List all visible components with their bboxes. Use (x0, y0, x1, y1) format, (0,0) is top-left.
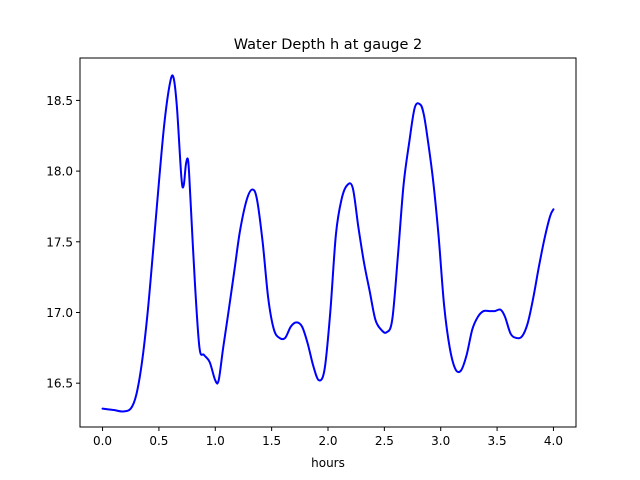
chart-title: Water Depth h at gauge 2 (234, 37, 422, 53)
y-tick-label: 18.0 (46, 165, 73, 179)
series-line-0 (101, 74, 555, 413)
axes-frame (79, 57, 577, 428)
y-tick-label: 17.0 (46, 306, 73, 320)
x-tick-label: 3.5 (488, 434, 507, 448)
y-tick-label: 17.5 (46, 235, 73, 249)
x-tick-label: 1.0 (206, 434, 225, 448)
x-axis-label: hours (311, 456, 345, 470)
x-tick-label: 4.0 (544, 434, 563, 448)
plot-area (101, 74, 555, 413)
y-tick-label: 18.5 (46, 94, 73, 108)
x-tick-label: 0.5 (149, 434, 168, 448)
x-tick-label: 2.5 (375, 434, 394, 448)
x-axis: 0.0 0.5 1.0 1.5 2.0 2.5 3.0 3.5 4.0 (93, 427, 563, 448)
x-tick-label: 3.0 (431, 434, 450, 448)
x-tick-label: 0.0 (93, 434, 112, 448)
y-tick-label: 16.5 (46, 377, 73, 391)
x-tick-label: 2.0 (318, 434, 337, 448)
x-tick-label: 1.5 (262, 434, 281, 448)
y-axis: 16.5 17.0 17.5 18.0 18.5 (46, 94, 80, 391)
